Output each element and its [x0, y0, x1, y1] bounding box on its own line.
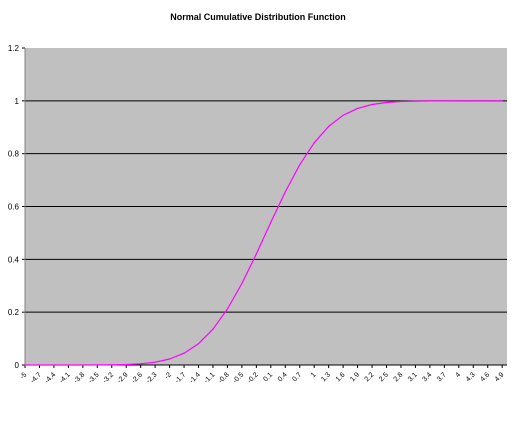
data-point	[226, 308, 229, 310]
x-tick-label: 1.6	[335, 371, 347, 383]
data-point	[501, 100, 503, 102]
x-tick-label: 1	[310, 371, 318, 379]
x-tick-label: -3.2	[102, 371, 116, 385]
data-point	[169, 358, 171, 360]
x-tick-label: 3.1	[407, 371, 419, 383]
data-point	[328, 125, 330, 128]
x-tick-label: 1.3	[320, 371, 332, 383]
y-tick-label: 0.8	[8, 150, 20, 159]
data-point	[414, 100, 417, 102]
data-point	[255, 253, 257, 255]
data-point	[212, 328, 214, 330]
x-tick-label: 4	[455, 371, 463, 379]
x-tick-label: 1.9	[349, 371, 361, 383]
data-point	[487, 100, 489, 102]
x-tick-label: -4.4	[44, 371, 58, 385]
data-point	[154, 361, 156, 363]
data-point	[443, 100, 445, 102]
x-tick-label: 3.4	[421, 371, 433, 383]
data-point	[183, 352, 185, 354]
x-tick-label: 2.2	[364, 371, 376, 383]
data-point	[400, 100, 402, 103]
y-tick-label: 0.2	[8, 308, 20, 317]
series-line	[25, 100, 503, 366]
x-tick-label: 3.7	[436, 371, 448, 383]
data-point	[299, 164, 301, 166]
x-tick-label: -2	[164, 371, 173, 380]
y-tick-label: 0	[15, 361, 20, 370]
x-tick-label: -0.5	[232, 371, 246, 385]
x-tick-label: 0.4	[277, 371, 289, 383]
x-tick-label: -1.4	[188, 371, 202, 385]
x-tick-label: -1.1	[203, 371, 217, 385]
data-point	[24, 364, 26, 366]
x-tick-label: -1.7	[174, 371, 188, 385]
x-tick-label: 2.5	[378, 371, 390, 383]
data-point	[38, 364, 41, 366]
data-point	[140, 363, 142, 365]
x-tick-label: -0.8	[217, 371, 231, 385]
x-tick-label: 4.3	[465, 371, 477, 383]
x-tick-label: -2.9	[116, 371, 130, 385]
data-point	[53, 364, 55, 366]
x-tick-label: -4.7	[29, 371, 43, 385]
data-point	[356, 107, 359, 110]
data-point	[125, 363, 127, 366]
x-tick-label: -2.6	[131, 371, 145, 385]
x-tick-label: 2.8	[393, 371, 405, 383]
x-tick-label: 0.1	[262, 371, 274, 383]
data-point	[82, 364, 84, 366]
chart-title: Normal Cumulative Distribution Function	[170, 12, 346, 22]
x-tick-label: -0.2	[246, 371, 260, 385]
data-point	[96, 364, 98, 366]
data-point	[313, 142, 315, 144]
y-tick-label: 0.6	[8, 203, 20, 212]
data-point	[385, 101, 388, 104]
x-tick-label: -5	[19, 371, 28, 380]
data-point	[241, 282, 243, 285]
x-tick-label: -4.1	[58, 371, 72, 385]
x-tick-label: 4.6	[479, 371, 491, 383]
x-tick-label: -3.8	[73, 371, 87, 385]
y-tick-label: 1	[15, 97, 20, 106]
data-point	[458, 100, 460, 102]
data-point	[472, 100, 474, 102]
data-point	[342, 114, 344, 116]
data-point	[67, 364, 69, 366]
x-tick-label: -2.3	[145, 371, 159, 385]
y-tick-label: 0.4	[8, 255, 20, 264]
x-tick-label: 0.7	[291, 371, 303, 383]
data-point	[371, 103, 373, 106]
x-tick-label: -3.5	[87, 371, 101, 385]
data-point	[197, 343, 200, 345]
data-point	[111, 364, 113, 366]
data-point	[270, 221, 272, 224]
y-tick-label: 1.2	[8, 44, 20, 53]
data-point	[284, 191, 286, 193]
data-point	[429, 100, 431, 102]
x-tick-label: 4.9	[494, 371, 506, 383]
